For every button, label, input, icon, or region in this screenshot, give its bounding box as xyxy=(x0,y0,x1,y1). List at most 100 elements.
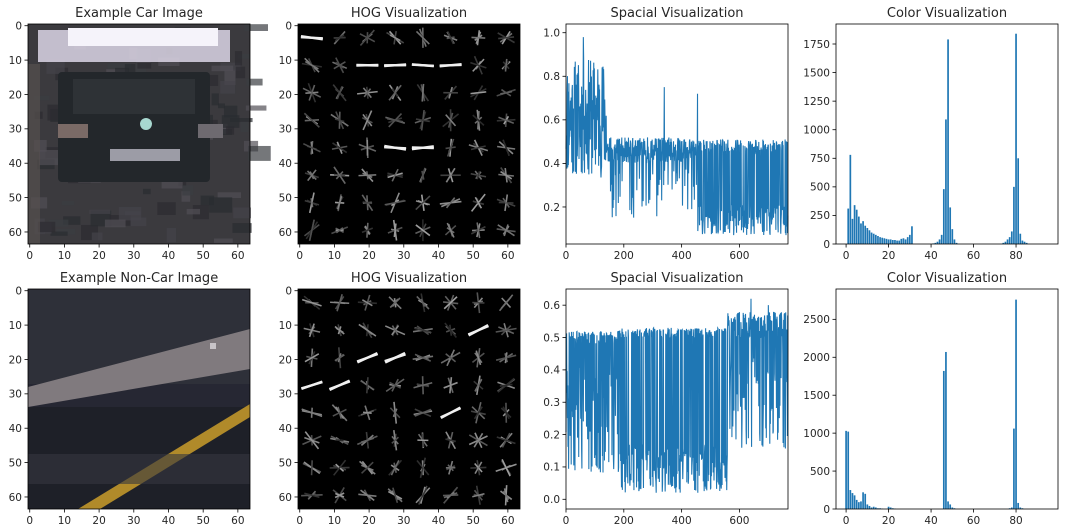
x-tick-label: 10 xyxy=(58,515,71,527)
histogram-bar xyxy=(868,505,871,509)
hog-gradient-stroke xyxy=(389,381,402,389)
hog-gradient-stroke xyxy=(388,113,403,128)
y-tick-label: 10 xyxy=(9,320,22,332)
histogram-bar xyxy=(942,370,945,509)
y-tick-label: 500 xyxy=(810,182,830,194)
image-pixel-block xyxy=(233,207,251,219)
histogram-bar xyxy=(845,430,847,509)
hog-gradient-stroke xyxy=(503,490,510,500)
hog-gradient-stroke xyxy=(335,61,345,69)
histogram-bar xyxy=(1017,502,1020,509)
image-pixel-block xyxy=(248,145,271,161)
hog-background xyxy=(298,289,520,509)
plot-frame xyxy=(297,23,521,245)
hog-gradient-stroke xyxy=(474,378,483,392)
histogram-bar xyxy=(860,223,862,244)
histogram-bar xyxy=(887,506,890,509)
x-tick-label: 40 xyxy=(924,250,937,262)
hog-gradient-stroke xyxy=(362,110,373,131)
image-pixel-block xyxy=(130,217,147,227)
image-pixel-block xyxy=(235,66,246,79)
hog-gradient-stroke xyxy=(503,224,509,237)
y-tick-label: 0 xyxy=(285,21,292,33)
y-tick-label: 50 xyxy=(279,457,292,469)
histogram-bar xyxy=(847,208,850,244)
diagonal-band xyxy=(28,329,250,407)
hog-gradient-stroke xyxy=(415,195,431,211)
hog-gradient-stroke xyxy=(308,219,315,242)
histogram-bar xyxy=(1021,240,1024,244)
y-tick-label: 20 xyxy=(9,354,22,366)
histogram-bar xyxy=(853,205,856,244)
spacial-series-line xyxy=(565,298,789,493)
image-pixel-block xyxy=(186,208,201,215)
hog-gradient-stroke xyxy=(445,114,457,127)
hog-gradient-stroke xyxy=(413,381,433,389)
y-tick-label: 20 xyxy=(279,354,292,366)
histogram-bar xyxy=(947,501,949,509)
histogram-bar xyxy=(872,233,875,244)
image-pixel-block xyxy=(34,139,47,152)
chart-title: Color Visualization xyxy=(887,271,1007,286)
histogram-bar xyxy=(1017,158,1020,244)
hog-gradient-stroke xyxy=(303,112,320,128)
hog-gradient-stroke xyxy=(301,408,323,418)
y-tick-label: 60 xyxy=(279,492,292,504)
hog-gradient-stroke xyxy=(504,353,508,363)
chart-title: Spacial Visualization xyxy=(610,6,743,21)
image-pixel-block xyxy=(220,80,236,94)
hog-gradient-stroke xyxy=(475,350,482,366)
plot-frame xyxy=(27,288,251,510)
hog-gradient-stroke xyxy=(504,58,508,72)
image-pixel-block xyxy=(221,115,240,128)
image-pixel-block xyxy=(115,67,130,73)
x-tick-label: 600 xyxy=(729,250,749,262)
y-tick-label: 10 xyxy=(279,320,292,332)
histogram-bar xyxy=(872,506,875,509)
histogram-bar xyxy=(851,218,854,244)
bright-highlight xyxy=(68,28,218,46)
histogram-bar xyxy=(857,502,860,509)
hog-gradient-stroke xyxy=(332,408,347,417)
hog-gradient-stroke xyxy=(443,381,458,389)
image-pixel-block xyxy=(91,232,103,241)
y-tick-label: 0.6 xyxy=(543,115,560,127)
histogram-bar xyxy=(866,504,869,509)
subplot-8: Color Visualization 0 20 40 60 80 0 500 1000 1500… xyxy=(803,271,1059,527)
image-pixel-block xyxy=(223,105,238,118)
x-tick-label: 10 xyxy=(328,515,341,527)
hog-gradient-stroke xyxy=(332,142,348,154)
histogram-bar xyxy=(1013,186,1015,244)
y-tick-label: 2000 xyxy=(803,352,830,364)
histogram-bar xyxy=(1013,428,1015,509)
hog-gradient-stroke xyxy=(391,168,399,182)
hog-gradient-stroke xyxy=(307,169,317,182)
chart-title: Example Car Image xyxy=(75,6,203,21)
hog-gradient-stroke xyxy=(440,406,461,420)
image-pixel-block xyxy=(211,93,219,106)
image-pixel-block xyxy=(135,63,147,79)
car-taillight-left xyxy=(58,124,88,138)
histogram-bar xyxy=(942,189,945,244)
plot-frame xyxy=(565,288,789,510)
histogram-bar xyxy=(877,236,879,244)
image-pixel-block xyxy=(192,205,209,220)
hog-gradient-stroke xyxy=(361,227,374,234)
hog-gradient-stroke xyxy=(333,459,347,476)
x-tick-label: 40 xyxy=(162,250,175,262)
hog-gradient-stroke xyxy=(388,84,402,101)
hog-gradient-stroke xyxy=(476,171,481,180)
x-tick-label: 0 xyxy=(563,250,570,262)
y-tick-label: 1750 xyxy=(803,39,830,51)
histogram-bar xyxy=(898,240,901,244)
histogram-bar xyxy=(851,493,854,509)
histogram-bar xyxy=(1019,233,1022,244)
hog-gradient-stroke xyxy=(445,197,456,209)
hog-gradient-stroke xyxy=(446,138,455,157)
histogram-bar xyxy=(953,239,956,244)
histogram-bar xyxy=(945,351,947,509)
hog-gradient-stroke xyxy=(304,431,320,450)
image-pixel-block xyxy=(211,65,234,72)
x-tick-label: 50 xyxy=(196,515,209,527)
x-tick-label: 60 xyxy=(501,515,514,527)
